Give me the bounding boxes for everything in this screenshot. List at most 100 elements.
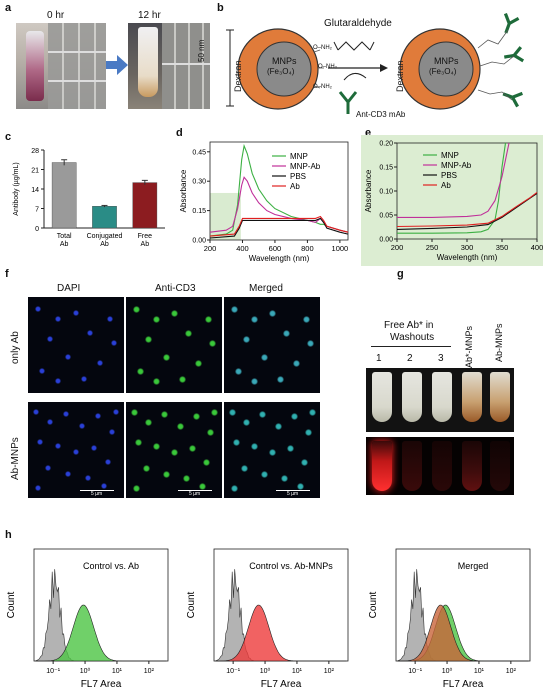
y-tick-label: 0 — [35, 226, 39, 233]
cell-marker — [33, 409, 39, 415]
washout-heading-2: Washouts — [390, 332, 435, 343]
histogram-area — [397, 569, 529, 662]
cell-marker — [206, 428, 214, 436]
cell-marker — [300, 458, 308, 466]
scale-label-1: 5 µm — [91, 491, 103, 497]
x-tick-label: 10⁻¹ — [226, 668, 240, 675]
cell-marker — [258, 410, 266, 418]
series-line — [209, 215, 349, 237]
micro-cd3-abmnps — [126, 402, 222, 498]
antibody-label: Ant-CD3 mAb — [356, 110, 406, 119]
panel-b-label: b — [217, 2, 224, 14]
series-line — [209, 143, 349, 237]
x-tick-label: 10⁻¹ — [408, 668, 422, 675]
cell-marker — [81, 376, 87, 382]
cell-marker — [268, 448, 276, 456]
x-tick-label: Free — [138, 233, 153, 240]
cell-marker — [152, 377, 160, 385]
cell-marker — [308, 408, 316, 416]
chart-h2: Control vs. Ab-MNPs 10⁻¹ 10⁰ 10¹ 10² FL7 Area… — [186, 548, 349, 690]
y-axis-label: Absorbance — [179, 169, 188, 212]
chart-h3: Merged 10⁻¹ 10⁰ 10¹ 10² FL7 Area Count — [368, 548, 531, 690]
panel-h-label: h — [5, 529, 12, 541]
lane-abstar-mnps-label: Ab*-MNPs — [464, 325, 474, 368]
bar — [132, 182, 158, 229]
tubes-brightfield — [366, 368, 514, 432]
cell-marker — [130, 408, 138, 416]
cell-marker — [176, 422, 184, 430]
x-axis-label: FL7 Area — [81, 679, 122, 690]
micro-dapi-onlyab — [28, 297, 124, 393]
size-bar-label: 50 nm — [197, 39, 206, 62]
scale-label-3: 5 µm — [287, 491, 299, 497]
cell-marker — [37, 439, 43, 445]
time-12hr-label: 12 hr — [138, 10, 161, 21]
y-tick-label: 21 — [31, 168, 39, 175]
y-tick-label: 0.20 — [379, 141, 393, 148]
cell-marker — [178, 375, 186, 383]
cell-marker — [35, 306, 41, 312]
histogram-area — [215, 569, 347, 662]
cell-marker — [113, 409, 119, 415]
chart-h1: Control vs. Ab 10⁻¹ 10⁰ 10¹ 10² FL7 Area Count — [6, 548, 169, 690]
histogram-area — [397, 604, 529, 662]
time-0hr-label: 0 hr — [47, 10, 65, 21]
y-tick-label: 14 — [31, 187, 39, 194]
cell-marker — [260, 470, 268, 478]
x-tick-label: 800 — [301, 244, 314, 253]
cell-marker — [134, 438, 142, 446]
mnp-core-left — [256, 41, 312, 97]
washout-heading-1: Free Ab* in — [384, 320, 434, 331]
cell-marker — [105, 459, 111, 465]
cell-marker — [250, 442, 258, 450]
cell-marker — [55, 316, 61, 322]
histogram-title: Merged — [458, 561, 489, 571]
cell-marker — [170, 448, 178, 456]
x-tick-label: 1000 — [332, 244, 349, 253]
x-tick-label: 250 — [426, 243, 439, 252]
x-tick-label: 10¹ — [474, 668, 485, 675]
chart-e: 200 250 300 350 400 0.00 0.05 0.10 0.15 0.20 Wavel… — [361, 135, 543, 266]
micro-dapi-abmnps — [28, 402, 124, 498]
x-tick-label: 600 — [269, 244, 282, 253]
scale-bar-2 — [178, 490, 212, 491]
cell-marker — [95, 413, 101, 419]
y-axis-label: Antibody (µg/mL) — [13, 162, 20, 215]
cell-marker — [194, 359, 202, 367]
scale-bar-1 — [80, 490, 114, 491]
y-tick-label: 0.30 — [192, 179, 206, 186]
cell-marker — [280, 474, 288, 482]
cell-marker — [73, 449, 79, 455]
histogram-area — [35, 569, 167, 662]
x-tick-label: 200 — [204, 244, 217, 253]
cell-marker — [292, 359, 300, 367]
cell-marker — [230, 305, 238, 313]
y-axis-label: Count — [6, 591, 17, 618]
x-tick-label: Conjugated — [87, 233, 123, 240]
cell-marker — [282, 329, 290, 337]
lane-3-label: 3 — [438, 353, 444, 364]
y-tick-label: 28 — [31, 148, 39, 155]
cell-marker — [198, 482, 206, 490]
cell-marker — [39, 368, 45, 374]
x-axis-label: FL7 Area — [261, 679, 302, 690]
cell-marker — [65, 354, 71, 360]
amine-label-1: O–NH₂ — [313, 45, 332, 51]
amine-label-2: O–NH₂ — [318, 64, 337, 70]
x-tick-label: 10¹ — [292, 668, 303, 675]
y-tick-label: 0.15 — [379, 165, 393, 172]
chart-background — [361, 135, 543, 266]
cell-marker — [306, 339, 314, 347]
panel-f-label: f — [5, 268, 9, 280]
scale-label-2: 5 µm — [189, 491, 201, 497]
x-tick-label: Total — [57, 233, 72, 240]
cell-marker — [228, 408, 236, 416]
conjugation-diagram — [226, 13, 525, 114]
legend-label: Ab — [441, 181, 451, 190]
lane-1-label: 1 — [376, 353, 382, 364]
y-axis-label: Count — [186, 591, 197, 618]
panel-a-label: a — [5, 2, 12, 14]
cell-marker — [210, 408, 218, 416]
x-tick-label: 10² — [324, 668, 335, 675]
cell-marker — [286, 444, 294, 452]
